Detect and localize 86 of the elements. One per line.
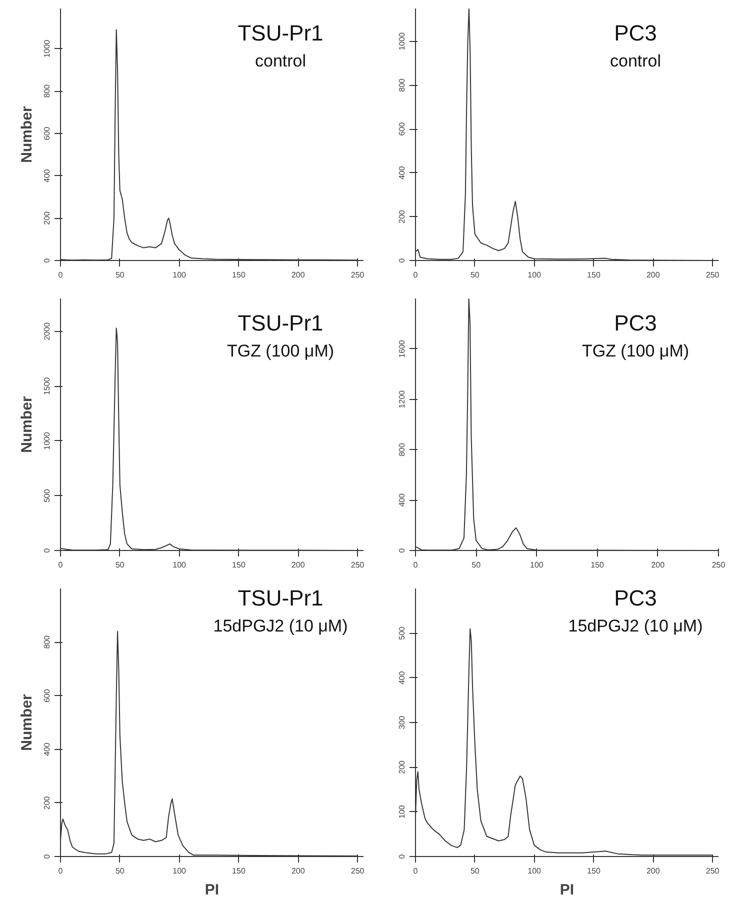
x-tick-label: 50	[115, 270, 125, 280]
x-tick-label: 200	[291, 270, 306, 280]
y-tick-label: 0	[42, 548, 52, 553]
x-tick-label: 50	[470, 270, 480, 280]
x-tick-label: 150	[587, 866, 601, 876]
x-tick-label: 50	[115, 866, 125, 876]
y-tick-label: 100	[398, 804, 406, 819]
y-tick-label: 400	[398, 492, 406, 507]
y-tick-label: 0	[42, 854, 52, 859]
y-tick-label: 200	[42, 210, 52, 225]
y-axis-title: Number	[18, 106, 36, 163]
y-tick-label: 200	[398, 209, 406, 224]
x-tick-label: 250	[350, 866, 365, 876]
y-axis-title: Number	[18, 396, 36, 453]
text: PC3	[614, 20, 657, 46]
x-tick-label: 0	[58, 270, 64, 280]
text: TSU-Pr1	[238, 20, 324, 46]
x-tick-label: 100	[172, 866, 187, 876]
x-tick-label: 50	[470, 866, 480, 876]
x-tick-label: 50	[472, 560, 482, 570]
x-tick-label: 100	[528, 270, 542, 280]
y-tick-label: 500	[398, 626, 406, 640]
x-axis-title: PI	[560, 882, 574, 898]
text: 15dPGJ2 (10 μM)	[213, 616, 348, 636]
x-tick-label: 150	[232, 866, 246, 876]
y-tick-label: 400	[398, 166, 406, 180]
y-tick-label: 1000	[398, 32, 406, 50]
y-tick-label: 800	[42, 84, 52, 98]
x-tick-label: 0	[58, 866, 64, 876]
y-tick-label: 1000	[42, 39, 52, 58]
y-tick-label: 800	[42, 634, 52, 649]
y-tick-label: 400	[42, 168, 52, 182]
x-tick-label: 0	[413, 270, 418, 280]
y-tick-label: 0	[398, 854, 406, 859]
x-tick-label: 100	[530, 560, 544, 570]
x-tick-label: 100	[528, 866, 542, 876]
y-tick-label: 400	[42, 742, 52, 756]
x-tick-label: 250	[712, 560, 726, 570]
chart-title: TSU-Pr1	[238, 586, 324, 610]
y-tick-label: 500	[42, 488, 52, 502]
y-tick-label: 600	[42, 688, 52, 702]
x-axis-title: PI	[204, 882, 220, 898]
chart-title: PC3	[614, 586, 657, 610]
text: 15dPGJ2 (10 μM)	[568, 616, 703, 636]
x-tick-label: 0	[413, 866, 418, 876]
text: PC3	[614, 310, 657, 336]
x-tick-label: 200	[291, 866, 306, 876]
text: control	[254, 52, 306, 70]
x-tick-label: 150	[232, 270, 246, 280]
x-tick-label: 200	[651, 560, 666, 570]
x-tick-label: 250	[350, 270, 365, 280]
x-tick-label: 150	[232, 560, 246, 570]
text: TGZ (100 μM)	[226, 342, 334, 360]
x-tick-label: 150	[587, 270, 601, 280]
x-tick-label: 250	[706, 866, 720, 876]
x-tick-label: 100	[172, 560, 187, 570]
y-tick-label: 0	[398, 258, 406, 263]
x-tick-label: 200	[646, 270, 660, 280]
x-tick-label: 200	[646, 866, 660, 876]
x-tick-label: 100	[172, 270, 187, 280]
y-tick-label: 200	[398, 760, 406, 774]
y-tick-label: 1600	[398, 339, 406, 358]
y-tick-label: 0	[42, 258, 52, 263]
y-tick-label: 0	[398, 548, 406, 553]
text: TGZ (100 μM)	[582, 342, 690, 360]
x-tick-label: 50	[115, 560, 125, 570]
y-tick-label: 1000	[42, 431, 52, 450]
x-tick-label: 150	[590, 560, 605, 570]
y-tick-label: 2000	[42, 322, 52, 340]
x-tick-label: 0	[413, 560, 418, 570]
x-tick-label: 200	[291, 560, 306, 570]
y-tick-label: 200	[42, 796, 52, 810]
y-tick-label: 800	[398, 442, 406, 456]
y-axis-title: Number	[18, 694, 36, 751]
y-tick-label: 400	[398, 670, 406, 685]
y-tick-label: 600	[42, 126, 52, 140]
y-tick-label: 800	[398, 78, 406, 92]
x-tick-label: 0	[58, 560, 64, 570]
text: TSU-Pr1	[238, 310, 324, 336]
y-tick-label: 1500	[42, 376, 52, 396]
x-tick-label: 250	[706, 270, 720, 280]
y-tick-label: 300	[398, 715, 406, 730]
y-tick-label: 1200	[398, 390, 406, 408]
text: control	[610, 52, 662, 70]
y-tick-label: 600	[398, 122, 406, 136]
x-tick-label: 250	[350, 560, 365, 570]
